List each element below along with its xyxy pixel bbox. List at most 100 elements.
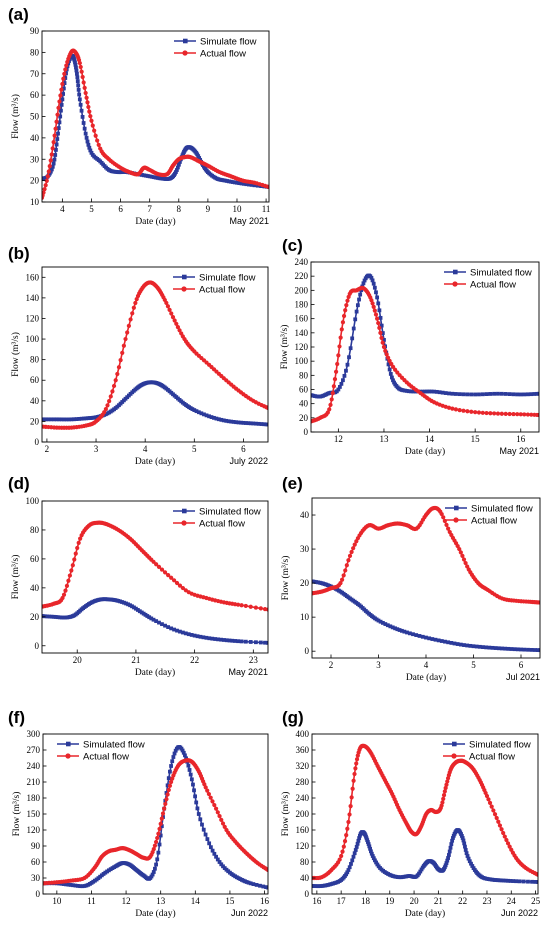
y-tick-label: 60 [299,385,309,395]
data-point [358,292,363,297]
x-tick-label: 5 [89,204,94,214]
data-point [149,616,154,621]
data-point [167,307,172,312]
data-point [177,328,182,333]
data-point [519,647,523,652]
data-point [79,416,84,421]
data-point [525,392,530,397]
data-point [85,139,90,144]
data-point [344,303,349,308]
data-point [469,861,473,866]
data-point [453,407,458,412]
data-point [522,392,527,397]
data-point [538,648,540,653]
data-point [480,410,485,415]
data-point [73,883,78,888]
legend-marker [181,520,187,526]
y-tick-label: 70 [30,69,40,79]
data-point [356,838,361,843]
x-tick-label: 21 [131,655,140,665]
data-point [82,884,87,888]
data-point [111,383,117,389]
data-point [83,131,88,136]
data-point [266,885,268,890]
data-point [173,748,178,753]
legend-label: Actual flow [83,751,129,762]
data-point [462,841,467,846]
series-markers [42,380,268,427]
data-point [204,635,209,640]
x-axis-label: Date (day) [135,908,175,919]
data-point [54,142,59,147]
data-point [214,416,219,421]
data-point [325,410,330,415]
date-corner-label: Jun 2022 [501,908,538,918]
data-point [537,391,539,396]
y-tick-label: 270 [27,745,41,755]
data-point [154,619,159,624]
data-point [84,95,89,100]
data-point [327,407,332,412]
data-point [92,128,97,133]
data-point [147,174,152,179]
data-point [124,601,128,606]
data-point [156,831,161,836]
data-point [347,355,351,360]
data-point [496,646,501,651]
data-point [370,278,375,283]
data-point [167,783,173,788]
data-point [222,638,226,642]
data-point [383,348,388,353]
data-point [444,522,449,527]
data-point [205,788,210,793]
data-point [474,644,479,649]
data-point [371,856,376,861]
data-point [236,420,241,425]
data-point [77,92,82,97]
data-point [369,849,373,854]
series-markers [42,597,268,645]
y-tick-label: 50 [30,112,40,122]
data-point [445,779,450,784]
data-point [207,841,212,846]
y-tick-label: 80 [30,47,40,57]
data-point [532,392,537,396]
x-tick-label: 11 [262,204,271,214]
data-point [174,168,179,172]
data-point [253,605,258,610]
data-point [446,405,452,410]
data-point [118,357,123,363]
data-point [463,560,468,566]
data-point [159,816,164,821]
legend-marker [66,741,71,747]
data-point [333,369,339,374]
plot-area [42,520,268,645]
data-point [345,362,350,367]
y-tick-label: 90 [30,26,40,36]
data-point [77,60,82,66]
data-point [228,179,233,184]
data-point [345,298,350,303]
data-point [49,152,54,157]
data-point [236,602,241,607]
data-point [85,100,90,105]
data-point [198,634,203,639]
data-point [451,836,455,840]
data-point [199,411,204,416]
data-point [418,869,423,874]
data-point [443,785,448,791]
data-point [354,757,360,762]
data-point [172,627,176,632]
y-tick-label: 80 [300,857,310,867]
data-point [207,636,212,641]
data-point [487,645,492,650]
data-point [234,420,238,425]
y-tick-label: 10 [300,612,310,622]
data-point [61,592,67,597]
data-point [499,411,504,416]
data-point [78,64,83,70]
y-tick-label: 100 [295,356,309,366]
y-tick-label: 0 [305,889,310,899]
data-point [376,618,381,623]
